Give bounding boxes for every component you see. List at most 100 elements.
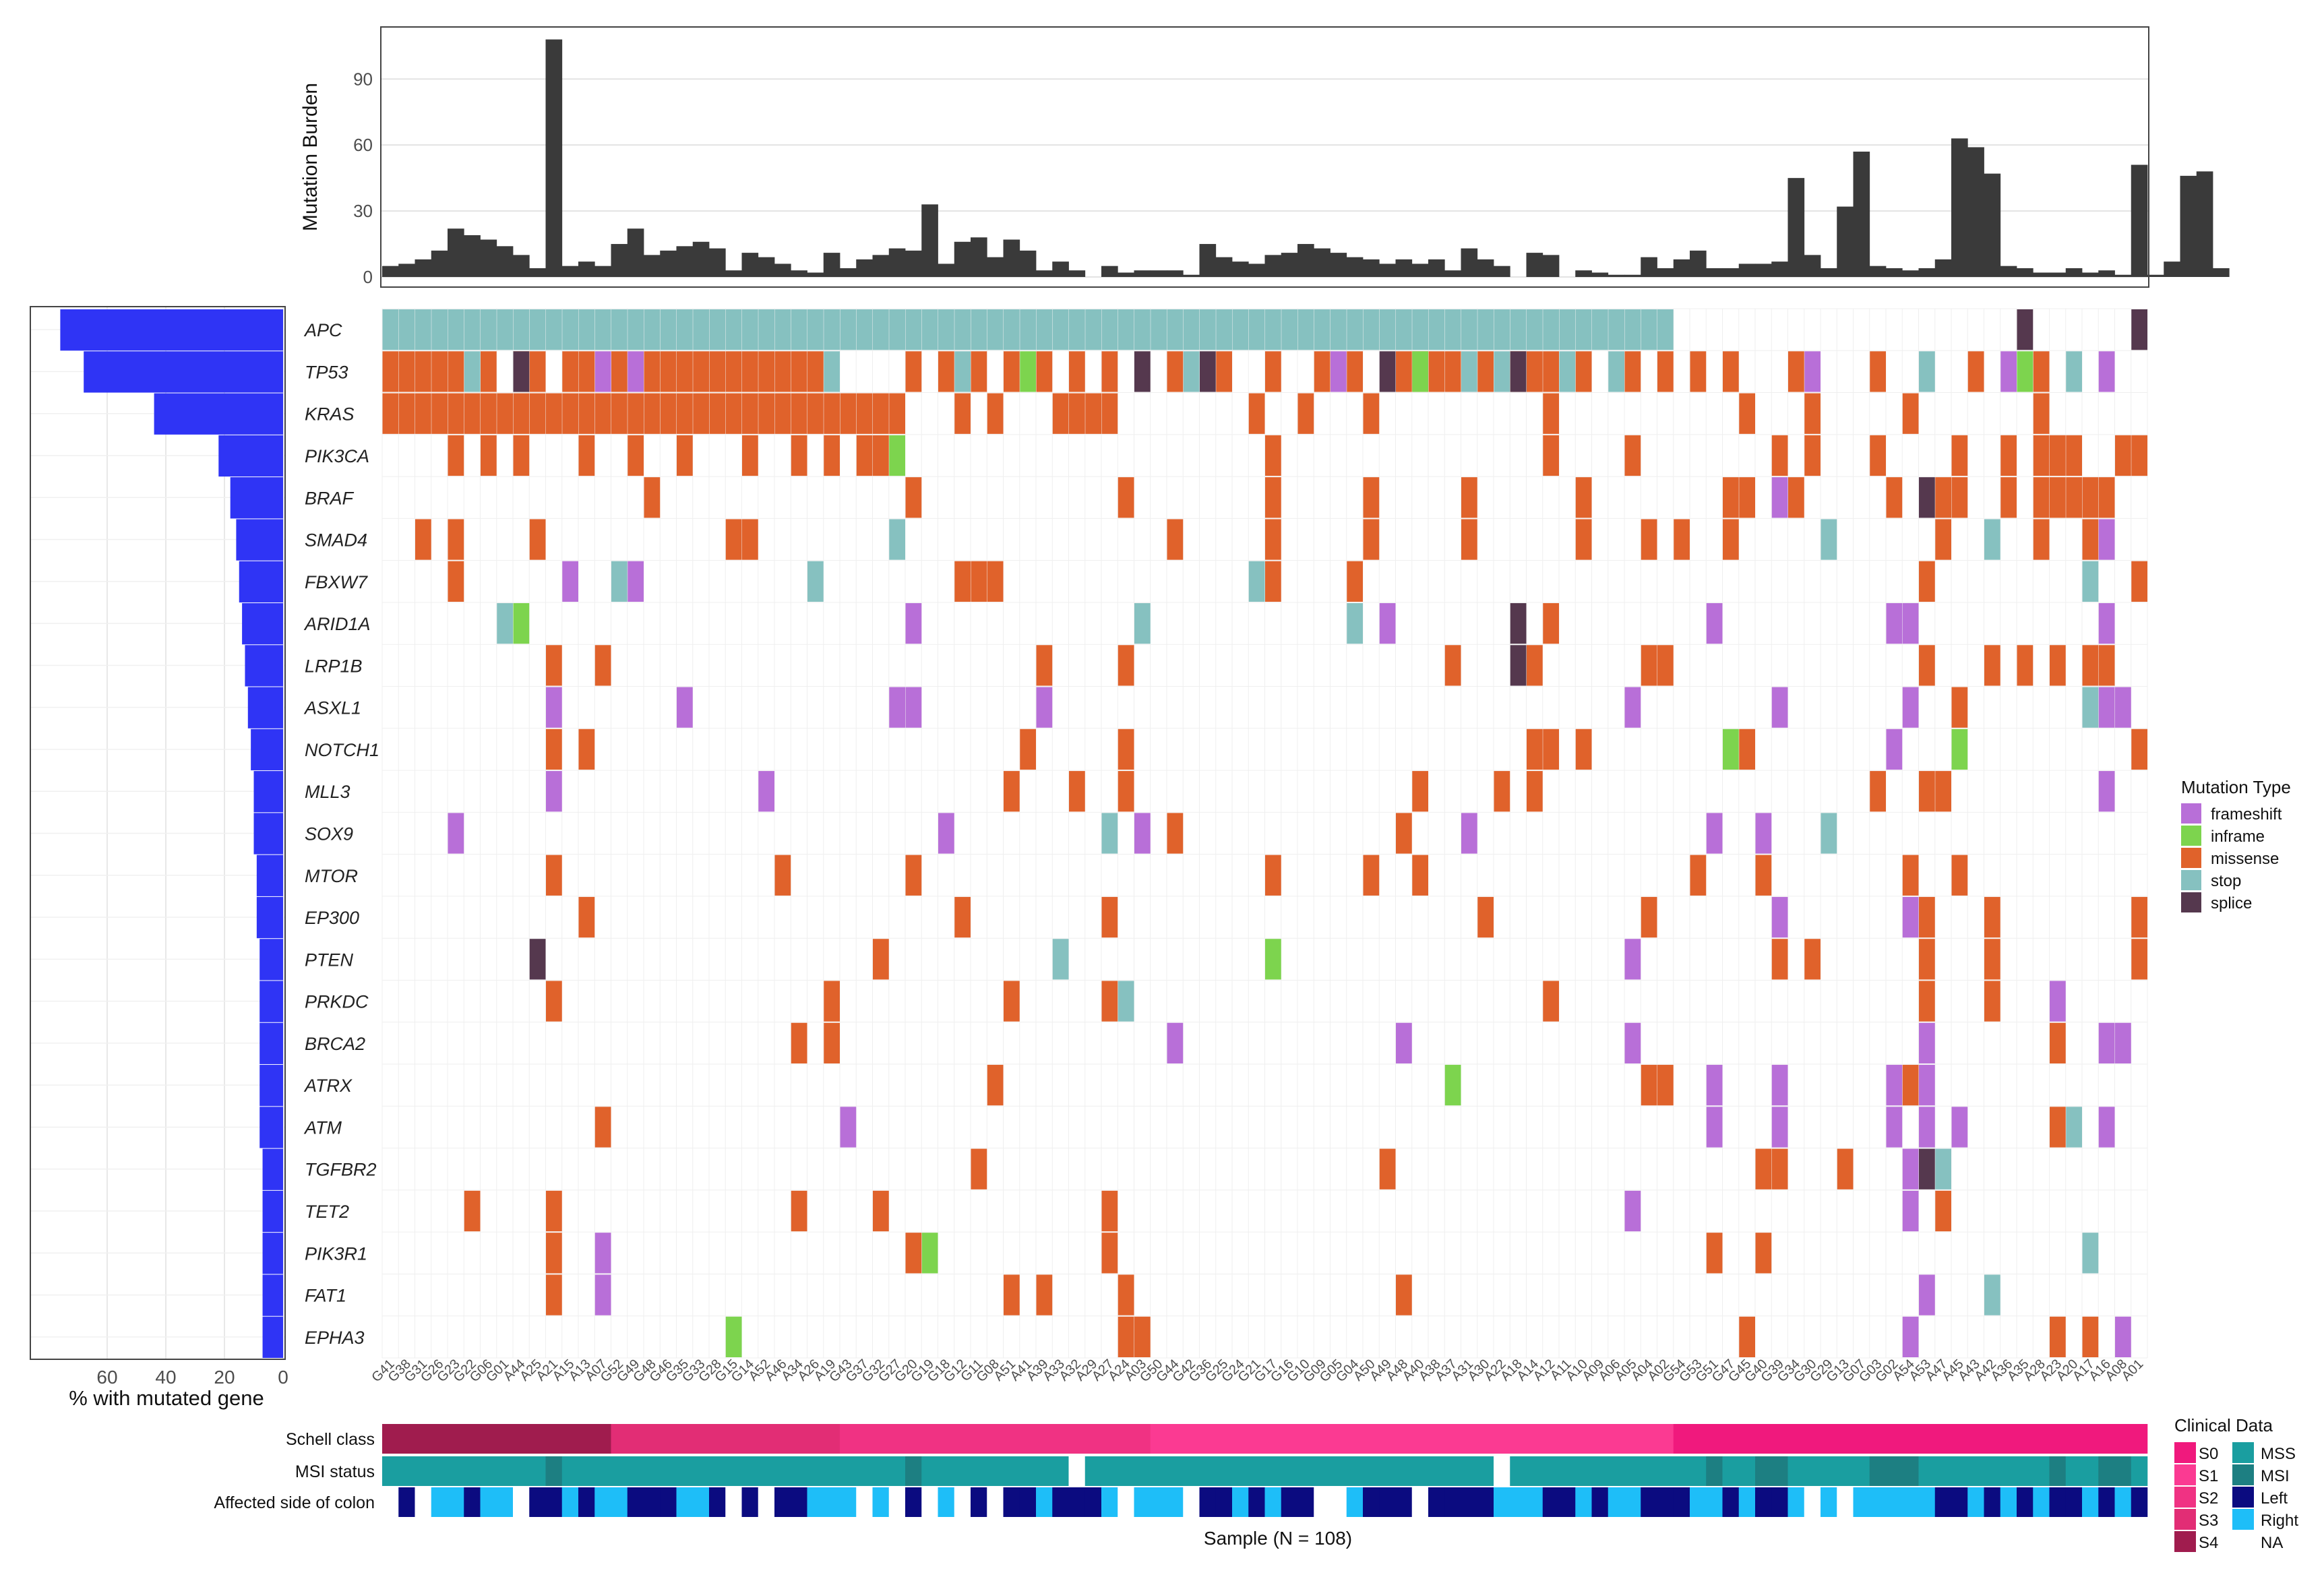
mutation-cell	[938, 813, 954, 854]
freq-bar	[259, 1065, 283, 1107]
mutation-cell	[905, 687, 922, 728]
clinical-cell	[1118, 1487, 1134, 1517]
clinical-cell	[856, 1487, 873, 1517]
clinical-cell	[1346, 1487, 1364, 1517]
mutation-cell	[1706, 813, 1723, 854]
clinical-cell	[1444, 1487, 1461, 1517]
burden-bar	[1167, 270, 1184, 277]
mutation-cell	[1935, 771, 1951, 812]
burden-tick-label: 30	[353, 201, 373, 221]
freq-tick-label: 20	[214, 1367, 235, 1388]
mutation-cell	[481, 393, 497, 434]
burden-bar	[1379, 264, 1396, 277]
mutation-cell	[1428, 309, 1445, 350]
mutation-cell	[1919, 771, 1935, 812]
burden-bar	[1150, 270, 1167, 277]
mutation-cell	[529, 393, 546, 434]
mutation-cell	[1804, 351, 1821, 392]
clinical-cell	[627, 1487, 644, 1517]
burden-bar	[431, 250, 448, 277]
mutation-cell	[1984, 981, 2000, 1022]
mutation-cell	[1118, 309, 1134, 350]
mutation-cell	[1657, 645, 1674, 686]
mutation-cell	[1559, 309, 1576, 350]
burden-bar	[1003, 239, 1020, 277]
mutation-cell	[856, 393, 873, 434]
mutation-cell	[1004, 771, 1020, 812]
burden-bar	[1297, 244, 1314, 277]
mutation-cell	[1412, 351, 1428, 392]
clinical-cell	[758, 1487, 775, 1517]
mutation-cell	[677, 687, 693, 728]
mutation-cell	[856, 309, 873, 350]
clinical-track-label: Schell class	[286, 1430, 375, 1449]
burden-bar	[578, 261, 595, 277]
clinical-cell	[2131, 1456, 2148, 1486]
burden-bar	[2114, 274, 2132, 277]
mutation-cell	[1527, 645, 1543, 686]
mutation-cell	[1248, 309, 1265, 350]
burden-bar	[1918, 268, 1936, 277]
mutation-cell	[938, 351, 954, 392]
clinical-legend-label: Left	[2261, 1489, 2288, 1508]
mutation-cell	[2098, 519, 2115, 560]
mutation-cell	[1575, 309, 1592, 350]
mutation-cell	[1657, 309, 1674, 350]
mutation-cell	[1118, 1274, 1134, 1315]
burden-bar	[1461, 248, 1478, 277]
clinical-cell	[1869, 1487, 1887, 1517]
clinical-cell	[1215, 1487, 1233, 1517]
clinical-cell	[774, 1487, 791, 1517]
clinical-legend-swatch	[2232, 1487, 2254, 1508]
mutation-cell	[2098, 477, 2115, 518]
mutation-cell	[1167, 309, 1184, 350]
burden-bar	[987, 257, 1004, 277]
mutation-cell	[1984, 939, 2000, 980]
burden-bar	[1019, 250, 1037, 277]
mutation-cell	[529, 939, 546, 980]
burden-bar	[496, 246, 514, 277]
mutation-cell	[562, 393, 578, 434]
mutation-cell	[1771, 687, 1788, 728]
clinical-cell	[1036, 1487, 1053, 1517]
mutation-cell	[742, 351, 758, 392]
mutation-cell	[1118, 771, 1134, 812]
mutation-cell	[987, 561, 1004, 602]
mutation-cell	[1951, 687, 1968, 728]
mutation-cell	[921, 1233, 938, 1274]
mutation-cell	[1837, 1148, 1854, 1189]
mutation-cell	[594, 645, 611, 686]
mutation-cell	[791, 1022, 807, 1064]
burden-bar	[398, 264, 415, 277]
clinical-track-label: Affected side of colon	[214, 1493, 375, 1512]
mutation-cell	[1461, 519, 1477, 560]
freq-bar	[253, 813, 283, 855]
mutation-cell	[709, 309, 726, 350]
clinical-cell	[594, 1487, 611, 1517]
gene-label: MLL3	[305, 782, 350, 802]
mutation-cell	[807, 561, 824, 602]
freq-bar	[253, 771, 283, 813]
burden-bar	[1738, 264, 1756, 277]
mutation-cell	[1347, 309, 1363, 350]
mutation-cell	[905, 351, 922, 392]
clinical-cell	[529, 1487, 546, 1517]
mutation-cell	[513, 309, 530, 350]
burden-bar	[1657, 268, 1674, 277]
burden-bar	[627, 228, 644, 277]
clinical-legend-label: MSI	[2261, 1467, 2290, 1485]
mutation-cell	[628, 561, 644, 602]
mutation-cell	[546, 1274, 562, 1315]
clinical-cell	[1526, 1487, 1543, 1517]
mutation-cell	[1935, 519, 1951, 560]
burden-frame	[380, 26, 2149, 288]
mutation-cell	[1052, 309, 1069, 350]
clinical-cell	[1428, 1487, 1445, 1517]
clinical-cell	[448, 1487, 464, 1517]
clinical-legend-swatch	[2232, 1509, 2254, 1530]
gene-label: NOTCH1	[305, 740, 379, 760]
mutation-cell	[709, 351, 726, 392]
clinical-cell	[1084, 1456, 1494, 1486]
mutation-cell	[1919, 1065, 1935, 1106]
mutation-cell	[824, 309, 840, 350]
